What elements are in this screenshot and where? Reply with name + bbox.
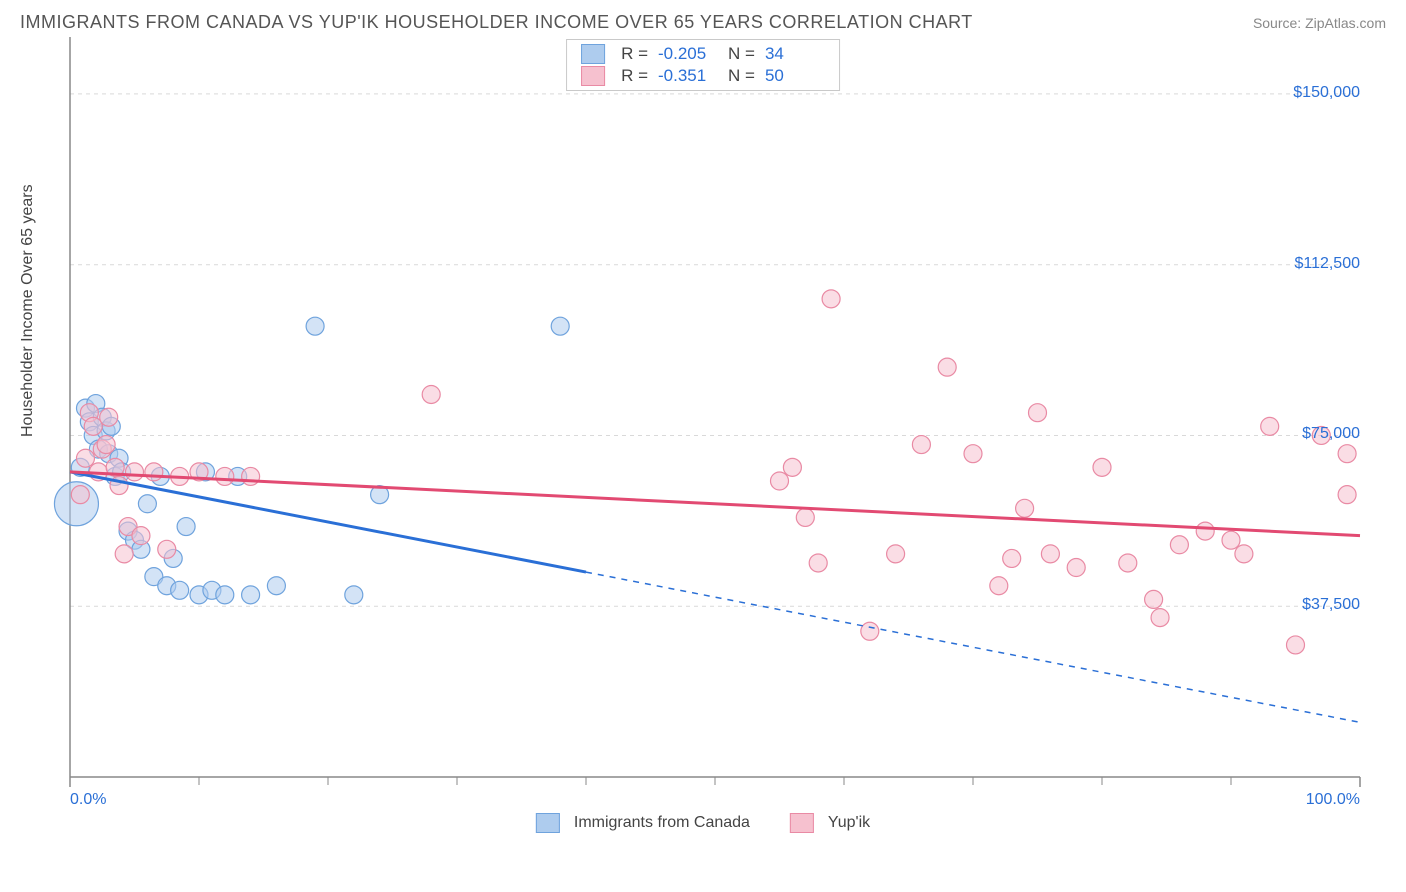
x-tick-label: 100.0% [1300,791,1360,809]
y-tick-label: $75,000 [1270,425,1360,443]
y-tick-label: $37,500 [1270,596,1360,614]
legend-label: Immigrants from Canada [574,814,750,832]
legend-swatch [581,44,605,64]
legend-item-yupik: Yup'ik [790,813,870,833]
stat-n-label: N = [728,44,755,64]
y-tick-label: $150,000 [1270,84,1360,102]
legend-swatch [581,66,605,86]
stats-row-canada: R = -0.205 N = 34 [581,44,825,64]
y-tick-label: $112,500 [1270,255,1360,273]
chart-svg [20,37,1386,837]
stat-n-value: 50 [765,66,825,86]
series-legend: Immigrants from Canada Yup'ik [536,813,870,833]
source-link[interactable]: ZipAtlas.com [1305,15,1386,31]
legend-swatch [536,813,560,833]
stats-legend: R = -0.205 N = 34 R = -0.351 N = 50 [566,39,840,91]
x-tick-label: 0.0% [70,791,106,809]
legend-swatch [790,813,814,833]
stat-r-label: R = [621,44,648,64]
stats-row-yupik: R = -0.351 N = 50 [581,66,825,86]
source-prefix: Source: [1253,15,1305,31]
stat-r-value: -0.351 [658,66,718,86]
stat-r-value: -0.205 [658,44,718,64]
stat-n-label: N = [728,66,755,86]
stat-n-value: 34 [765,44,825,64]
legend-item-canada: Immigrants from Canada [536,813,750,833]
legend-label: Yup'ik [828,814,870,832]
chart-area: Householder Income Over 65 years ZIPatla… [20,37,1386,837]
chart-title: IMMIGRANTS FROM CANADA VS YUP'IK HOUSEHO… [20,12,973,33]
source-attribution: Source: ZipAtlas.com [1253,15,1386,31]
stat-r-label: R = [621,66,648,86]
